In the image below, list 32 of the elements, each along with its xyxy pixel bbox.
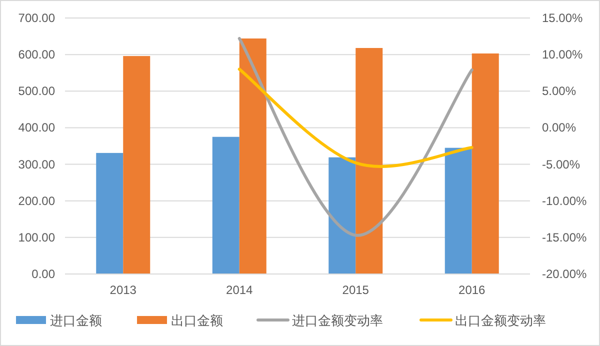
y-tick-label: 300.00 [18, 157, 56, 172]
y-tick-label: 200.00 [18, 194, 56, 208]
bar [239, 38, 266, 274]
legend-label: 出口金额 [171, 313, 223, 328]
y-tick-label: 600.00 [18, 48, 56, 62]
bar [444, 148, 472, 274]
bar [356, 48, 383, 274]
y-tick-label: 0.00 [32, 267, 56, 281]
x-tick-label: 2014 [226, 283, 254, 297]
bar [212, 136, 240, 274]
bar [328, 157, 356, 274]
y-tick-label: 400.00 [18, 120, 56, 135]
y2-tick-label: -20.00% [542, 267, 588, 281]
y2-tick-label: 5.00% [542, 84, 576, 98]
bar [472, 53, 499, 274]
y2-tick-label: 15.00% [542, 11, 584, 25]
bar [96, 152, 124, 274]
x-tick-label: 2015 [342, 283, 370, 297]
legend-label: 出口金额变动率 [455, 313, 546, 328]
y2-tick-label: -15.00% [542, 230, 588, 244]
y2-tick-label: 10.00% [542, 48, 584, 62]
y-tick-label: 100.00 [18, 230, 56, 244]
y2-tick-label: -10.00% [542, 194, 588, 208]
y2-tick-label: 0.00% [542, 120, 576, 135]
y-tick-label: 500.00 [18, 84, 56, 98]
y-tick-label: 700.00 [18, 11, 56, 25]
x-tick-label: 2016 [458, 283, 486, 297]
bar [123, 56, 150, 274]
y2-tick-label: -5.00% [542, 157, 580, 172]
x-tick-label: 2013 [110, 283, 137, 297]
legend-label: 进口金额变动率 [292, 313, 383, 328]
legend-label: 进口金额 [50, 313, 102, 328]
